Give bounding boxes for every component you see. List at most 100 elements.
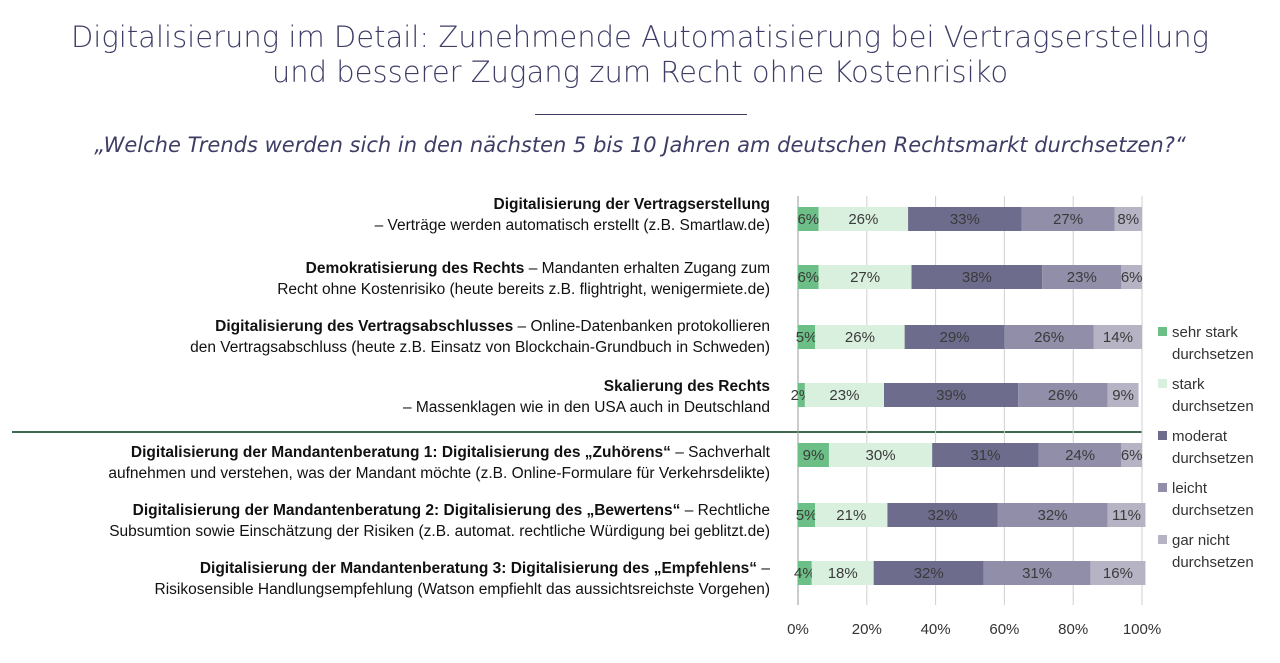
legend-item: sehr stark durchsetzen xyxy=(1158,322,1280,374)
row-label-line1: Digitalisierung der Mandantenberatung 2:… xyxy=(10,500,770,521)
legend-label: stark durchsetzen xyxy=(1172,374,1254,418)
row-label-line2: den Vertragsabschluss (heute z.B. Einsat… xyxy=(190,339,770,356)
bar-segment xyxy=(911,265,1043,289)
data-label: 11% xyxy=(1112,507,1141,524)
legend-label-line2: durchsetzen xyxy=(1172,554,1254,571)
bar-segment xyxy=(798,443,829,467)
data-label: 24% xyxy=(1065,447,1095,464)
data-label: 26% xyxy=(845,329,875,346)
row-label-rest: – xyxy=(757,560,770,577)
data-label: 32% xyxy=(1038,507,1068,524)
legend-swatch xyxy=(1158,535,1167,544)
bar-segment xyxy=(798,265,819,289)
legend-label-line2: durchsetzen xyxy=(1172,346,1254,363)
row-label: Digitalisierung der Mandantenberatung 1:… xyxy=(10,442,770,484)
legend-label: leicht durchsetzen xyxy=(1172,478,1254,522)
data-label: 23% xyxy=(829,387,859,404)
data-label: 18% xyxy=(828,565,858,582)
data-label: 27% xyxy=(1053,211,1083,228)
row-label-line2: – Verträge werden automatisch erstellt (… xyxy=(374,217,770,234)
row-label: Demokratisierung des Rechts – Mandanten … xyxy=(10,258,770,300)
x-tick-label: 100% xyxy=(1123,621,1161,638)
bar-segment xyxy=(1004,325,1094,349)
legend-item: moderat durchsetzen xyxy=(1158,426,1280,478)
row-label: Digitalisierung der Mandantenberatung 3:… xyxy=(10,558,770,600)
row-label-line2: Recht ohne Kostenrisiko (heute bereits z… xyxy=(277,281,770,298)
chart-subtitle: „Welche Trends werden sich in den nächst… xyxy=(94,133,1186,157)
data-label: 16% xyxy=(1103,565,1133,582)
bar-segment xyxy=(997,503,1108,527)
bar-segment xyxy=(1107,383,1139,407)
bar-segment xyxy=(798,325,816,349)
data-label: 31% xyxy=(1022,565,1052,582)
row-label-line1: Digitalisierung der Vertragserstellung xyxy=(10,194,771,215)
bar-segment xyxy=(983,561,1091,585)
row-label-line1: Skalierung des Rechts xyxy=(10,376,770,397)
data-label: 39% xyxy=(936,387,966,404)
data-label: 38% xyxy=(962,269,992,286)
legend-label-line1: moderat xyxy=(1172,428,1228,445)
data-label: 31% xyxy=(970,447,1000,464)
bar-segment xyxy=(1121,265,1142,289)
bar-segment xyxy=(798,503,816,527)
bar-segment xyxy=(798,383,805,407)
data-label: 26% xyxy=(848,211,878,228)
data-label: 6% xyxy=(797,211,819,228)
row-label-line2: Risikosensible Handlungsempfehlung (Wats… xyxy=(154,581,770,598)
data-label: 32% xyxy=(927,507,957,524)
data-label: 5% xyxy=(796,329,818,346)
data-label: 33% xyxy=(950,211,980,228)
data-label: 27% xyxy=(850,269,880,286)
row-label-line1: Digitalisierung des Vertragsabschlusses … xyxy=(10,316,770,337)
bar-segment xyxy=(1042,265,1122,289)
chart-title-line2: und besserer Zugang zum Recht ohne Koste… xyxy=(271,55,1009,89)
legend-label-line1: leicht xyxy=(1172,480,1208,497)
row-label-bold: Demokratisierung des Rechts xyxy=(305,260,525,277)
bar-segment xyxy=(1021,207,1115,231)
bar-segment xyxy=(932,443,1039,467)
data-label: 6% xyxy=(1121,447,1143,464)
bar-segment xyxy=(798,561,812,585)
data-label: 14% xyxy=(1103,329,1133,346)
bar-segment xyxy=(1121,443,1142,467)
bar-segment xyxy=(904,325,1005,349)
row-label: Skalierung des Rechts – Massenklagen wie … xyxy=(10,376,770,418)
data-label: 32% xyxy=(914,565,944,582)
legend-label-line1: gar nicht xyxy=(1172,532,1230,549)
data-label: 5% xyxy=(796,507,818,524)
data-label: 6% xyxy=(797,269,819,286)
data-label: 8% xyxy=(1117,211,1139,228)
chart-title-line1: Digitalisierung im Detail: Zunehmende Au… xyxy=(70,20,1210,54)
bar-segment xyxy=(1114,207,1142,231)
bar-segment xyxy=(818,265,912,289)
bar-segment xyxy=(908,207,1022,231)
x-tick-label: 80% xyxy=(1058,621,1088,638)
bar-segment xyxy=(1107,503,1146,527)
row-label-line2: aufnehmen und verstehen, was der Mandant… xyxy=(108,465,770,482)
data-label: 23% xyxy=(1067,269,1097,286)
x-tick-label: 40% xyxy=(921,621,951,638)
bar-segment xyxy=(1018,383,1108,407)
row-label-bold: Skalierung des Rechts xyxy=(603,378,770,395)
legend-swatch xyxy=(1158,483,1167,492)
legend-label: sehr stark durchsetzen xyxy=(1172,322,1254,366)
row-label-line1: Demokratisierung des Rechts – Mandanten … xyxy=(10,258,770,279)
legend-swatch xyxy=(1158,327,1167,336)
legend-item: leicht durchsetzen xyxy=(1158,478,1280,530)
bar-segment xyxy=(818,207,909,231)
row-label-rest: – Sachverhalt xyxy=(670,444,770,461)
row-label-bold: Digitalisierung der Mandantenberatung 2:… xyxy=(132,502,681,519)
bar-segment xyxy=(815,503,888,527)
bar-segment xyxy=(828,443,933,467)
bar-segment xyxy=(798,207,819,231)
row-label: Digitalisierung der Vertragserstellung – … xyxy=(10,194,770,236)
row-label-rest: – Mandanten erhalten Zugang zum xyxy=(524,260,770,277)
data-label: 26% xyxy=(1034,329,1064,346)
row-label-line1: Digitalisierung der Mandantenberatung 1:… xyxy=(10,442,770,463)
legend-label-line2: durchsetzen xyxy=(1172,502,1254,519)
data-label: 29% xyxy=(940,329,970,346)
data-label: 26% xyxy=(1048,387,1078,404)
legend-item: gar nicht durchsetzen xyxy=(1158,530,1280,582)
x-tick-label: 60% xyxy=(989,621,1019,638)
